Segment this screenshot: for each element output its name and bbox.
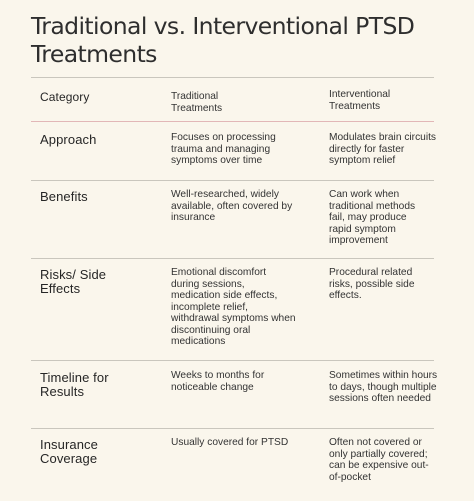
header-interventional: Interventional Treatments <box>329 89 391 112</box>
header-divider <box>31 121 434 122</box>
row-category: Risks/ Side Effects <box>40 267 107 296</box>
row-traditional: Weeks to months for noticeable change <box>171 370 265 393</box>
row-traditional: Usually covered for PTSD <box>171 437 289 448</box>
row-interventional: Sometimes within hours to days, though m… <box>329 370 438 404</box>
row-traditional: Emotional discomfort during sessions, me… <box>171 267 296 347</box>
row-interventional: Procedural related risks, possible side … <box>329 267 415 301</box>
row-category: Approach <box>40 132 97 147</box>
divider <box>31 258 434 259</box>
row-category: Timeline for Results <box>40 370 109 399</box>
row-interventional: Can work when traditional methods fail, … <box>329 189 416 246</box>
divider <box>31 360 434 361</box>
header-traditional: Traditional Treatments <box>171 91 223 114</box>
divider <box>31 180 434 181</box>
row-category: Benefits <box>40 189 88 204</box>
page-title: Traditional vs. Interventional PTSD Trea… <box>31 12 415 68</box>
row-traditional: Well-researched, widely available, often… <box>171 189 293 223</box>
row-interventional: Modulates brain circuits directly for fa… <box>329 132 437 166</box>
header-category: Category <box>40 90 90 104</box>
divider <box>31 428 434 429</box>
divider <box>31 77 434 78</box>
row-category: Insurance Coverage <box>40 437 98 466</box>
row-interventional: Often not covered or only partially cove… <box>329 437 429 483</box>
row-traditional: Focuses on processing trauma and managin… <box>171 132 276 166</box>
